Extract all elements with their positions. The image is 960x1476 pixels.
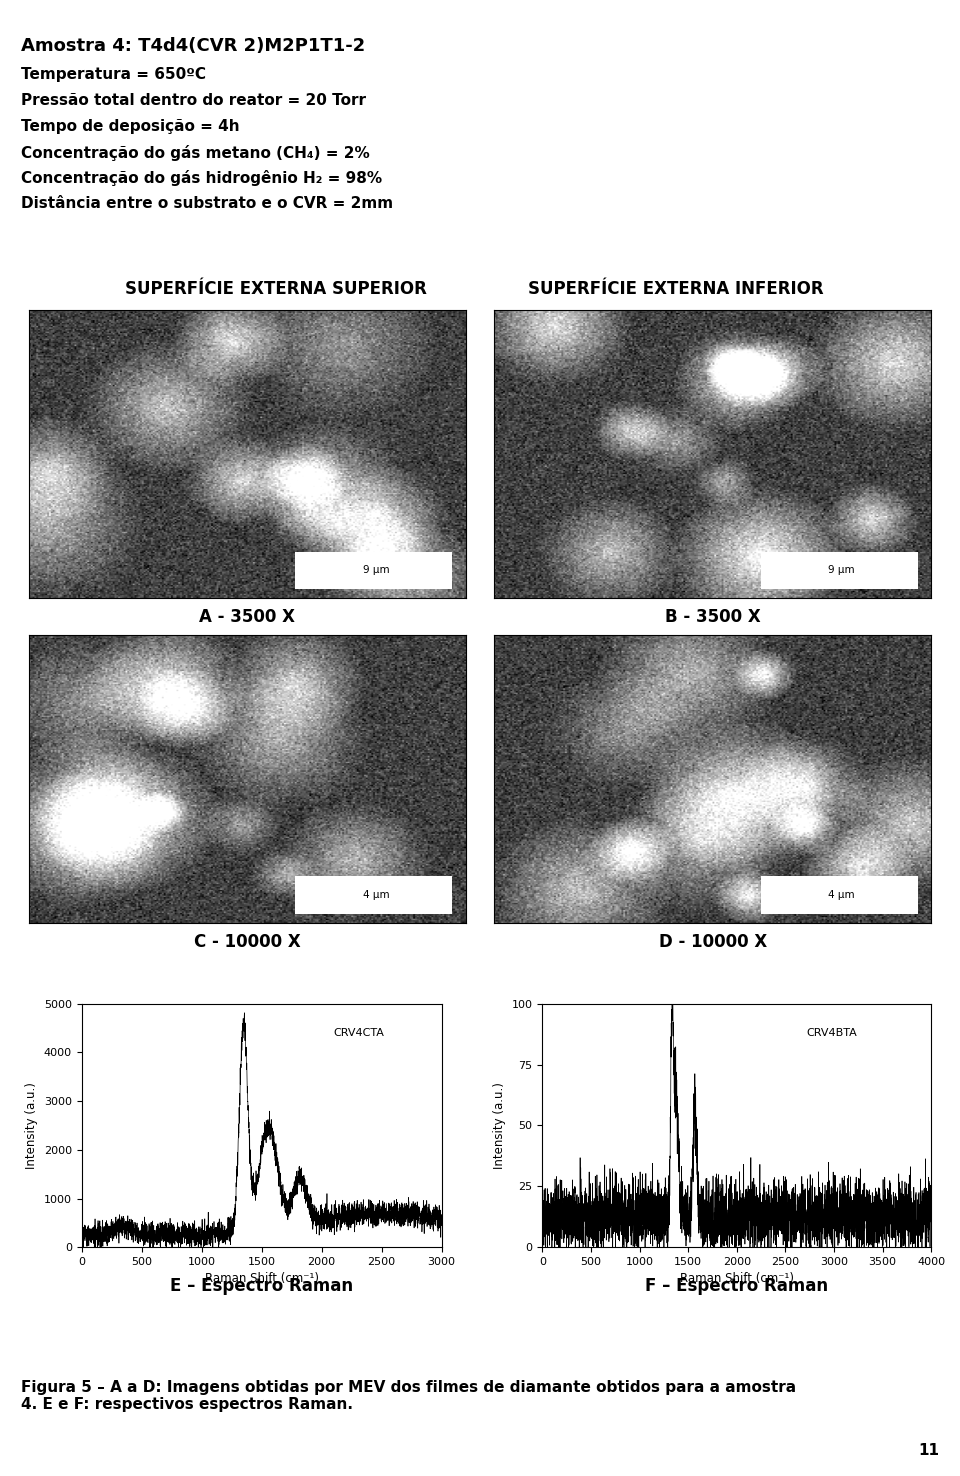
Text: 4 μm: 4 μm [828,890,855,900]
Text: Amostra 4: T4d4(CVR 2)M2P1T1-2: Amostra 4: T4d4(CVR 2)M2P1T1-2 [21,37,366,55]
Text: Concentração do gás hidrogênio H₂ = 98%: Concentração do gás hidrogênio H₂ = 98% [21,171,382,186]
Text: 11: 11 [918,1444,939,1458]
Text: Temperatura = 650ºC: Temperatura = 650ºC [21,66,206,83]
Text: F – Espectro Raman: F – Espectro Raman [645,1277,828,1294]
Text: Distância entre o substrato e o CVR = 2mm: Distância entre o substrato e o CVR = 2m… [21,196,394,211]
Text: Tempo de deposição = 4h: Tempo de deposição = 4h [21,120,240,134]
Text: C - 10000 X: C - 10000 X [194,933,300,951]
Text: SUPERFÍCIE EXTERNA INFERIOR: SUPERFÍCIE EXTERNA INFERIOR [528,280,824,298]
Text: B - 3500 X: B - 3500 X [665,608,760,626]
Text: CRV4BTA: CRV4BTA [806,1027,857,1038]
Text: Concentração do gás metano (CH₄) = 2%: Concentração do gás metano (CH₄) = 2% [21,145,370,161]
Text: CRV4CTA: CRV4CTA [334,1027,384,1038]
Bar [761,877,918,914]
Text: Figura 5 – A a D: Imagens obtidas por MEV dos filmes de diamante obtidos para a : Figura 5 – A a D: Imagens obtidas por ME… [21,1380,796,1413]
Bar [296,552,452,589]
Text: A - 3500 X: A - 3500 X [200,608,296,626]
Text: 9 μm: 9 μm [363,565,390,576]
Text: 9 μm: 9 μm [828,565,855,576]
X-axis label: Raman Shift (cm⁻¹): Raman Shift (cm⁻¹) [204,1272,319,1286]
Text: E – Espectro Raman: E – Espectro Raman [170,1277,353,1294]
Text: Pressão total dentro do reator = 20 Torr: Pressão total dentro do reator = 20 Torr [21,93,366,108]
Bar [296,877,452,914]
Text: 4 μm: 4 μm [363,890,390,900]
Bar [761,552,918,589]
X-axis label: Raman Shift (cm⁻¹): Raman Shift (cm⁻¹) [680,1272,794,1286]
Text: D - 10000 X: D - 10000 X [659,933,767,951]
Y-axis label: Intensity (a.u.): Intensity (a.u.) [493,1082,506,1169]
Text: SUPERFÍCIE EXTERNA SUPERIOR: SUPERFÍCIE EXTERNA SUPERIOR [125,280,426,298]
Y-axis label: Intensity (a.u.): Intensity (a.u.) [25,1082,38,1169]
